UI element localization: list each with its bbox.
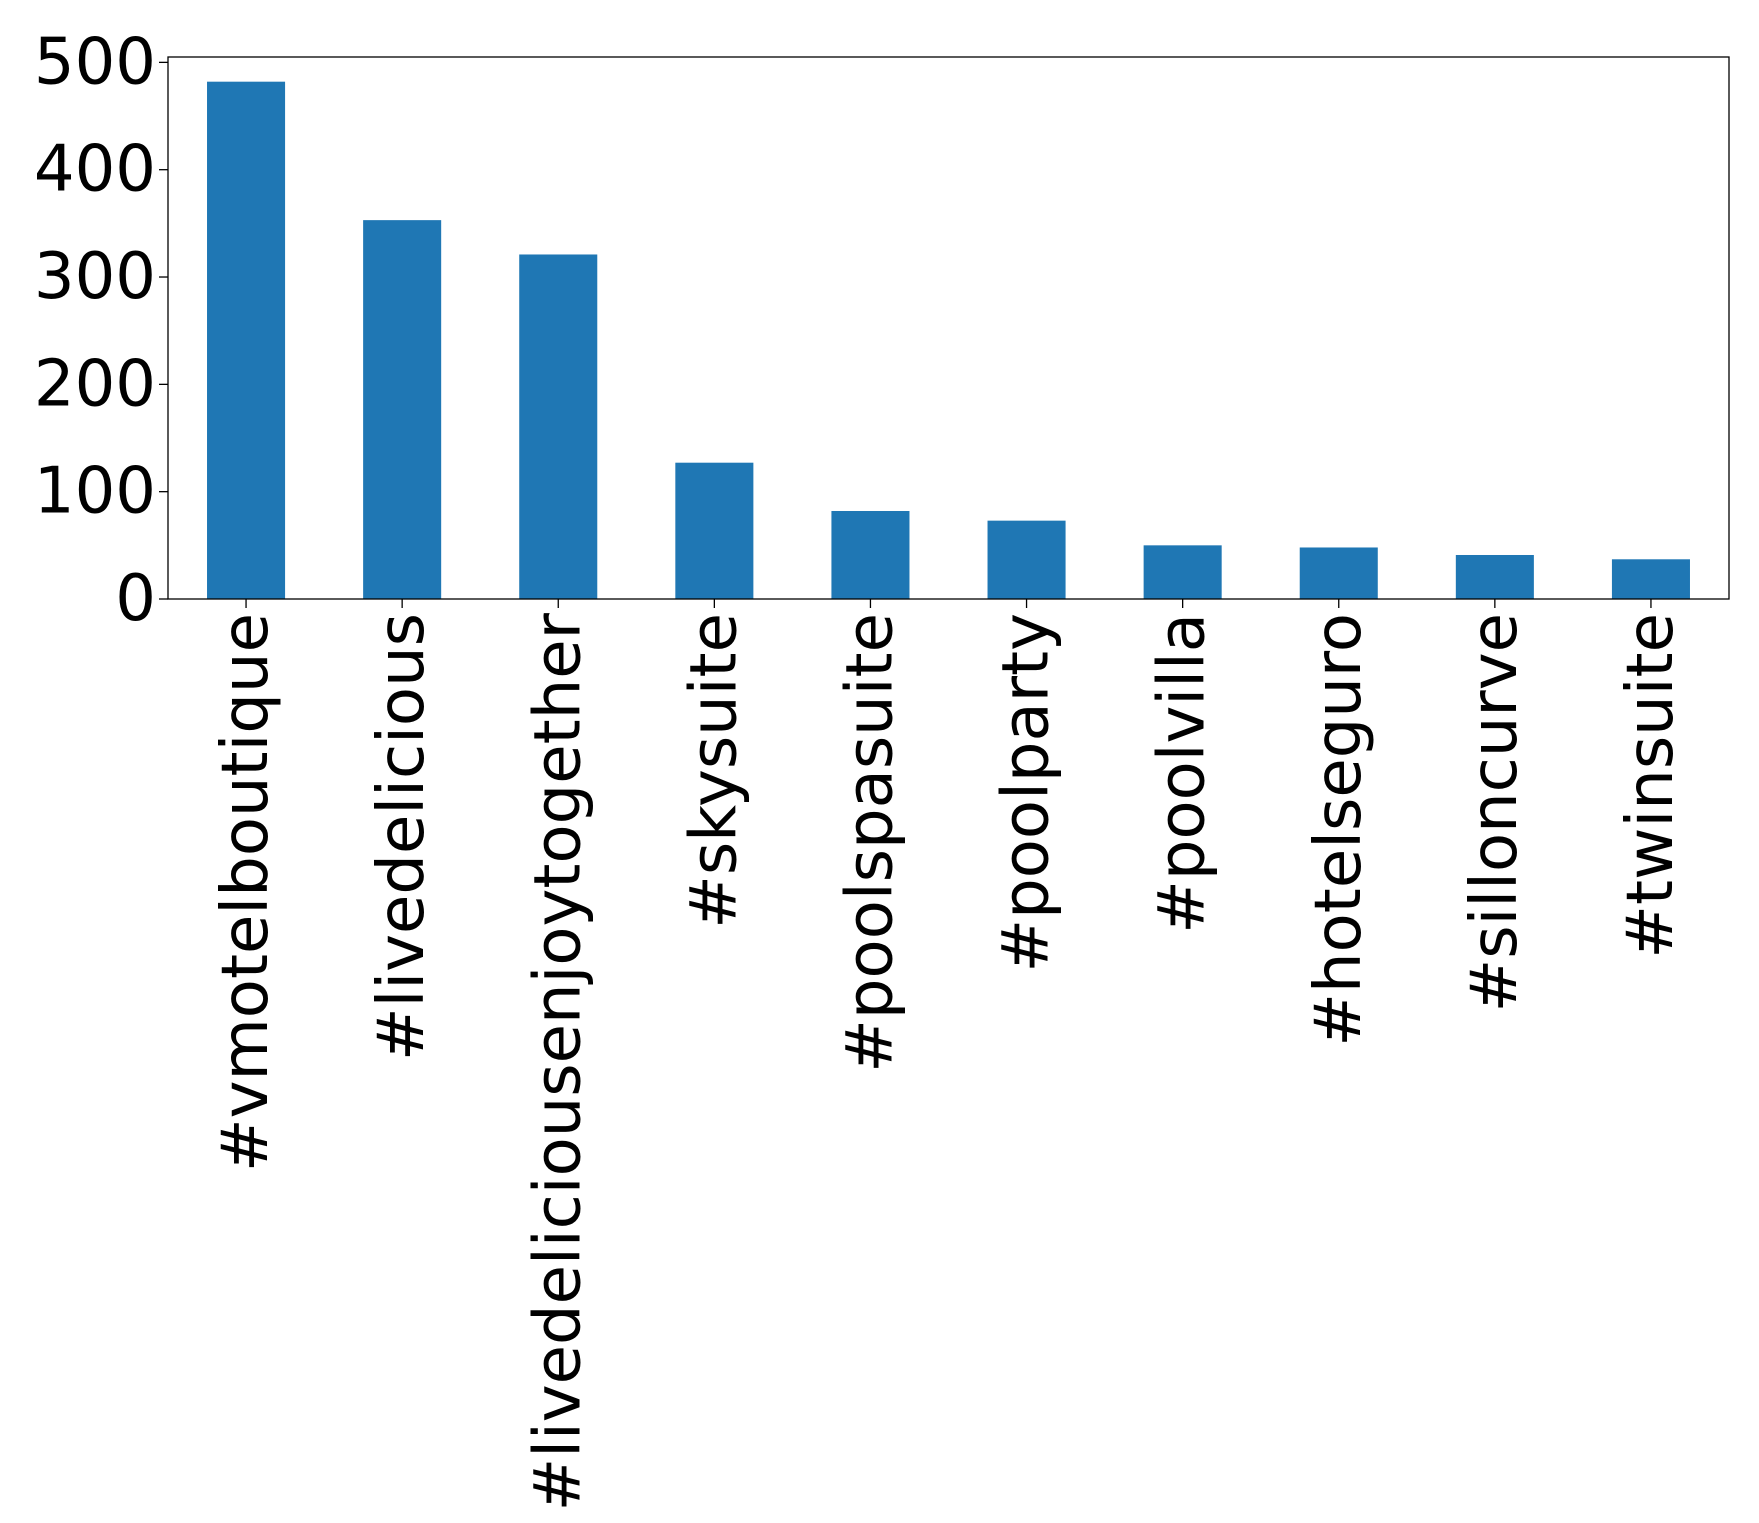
bar-poolspasuite [831, 510, 910, 599]
x-axis: #vmotelboutique #livedelicious #livedelici… [209, 599, 1688, 1511]
x-tick-label: #hotelseguro [1302, 613, 1376, 1047]
y-tick-label: 300 [34, 240, 156, 314]
plot-frame [167, 56, 1730, 600]
x-tick-label: #vmotelboutique [209, 613, 283, 1172]
x-tick-label: #poolspasuite [833, 613, 907, 1073]
bar-livedeliciousenjoytogether [519, 254, 598, 599]
y-axis: 0 100 200 300 400 500 [34, 25, 168, 636]
bar-silloncurve [1455, 554, 1534, 599]
x-tick-label: #poolparty [990, 613, 1064, 972]
x-tick-label: #skysuite [677, 613, 751, 929]
y-tick-label: 200 [34, 347, 156, 421]
bar-twinsuite [1611, 559, 1690, 599]
bar-livedelicious [363, 220, 442, 599]
x-tick-label: #livedelicious [365, 613, 439, 1061]
x-tick-label: #twinsuite [1614, 613, 1688, 959]
bar-poolparty [987, 520, 1066, 599]
x-tick-label: #silloncurve [1458, 613, 1532, 1012]
y-tick-label: 100 [34, 455, 156, 529]
bars-group [207, 81, 1690, 599]
y-tick-label: 0 [115, 562, 156, 636]
y-tick-label: 500 [34, 25, 156, 99]
bar-vmotelboutique [207, 81, 286, 599]
y-tick-label: 400 [34, 133, 156, 207]
bar-poolvilla [1143, 545, 1222, 599]
bar-hotelseguro [1299, 547, 1378, 599]
bar-skysuite [675, 462, 754, 599]
x-tick-label: #livedeliciousenjoytogether [521, 612, 595, 1511]
x-tick-label: #poolvilla [1146, 613, 1220, 934]
